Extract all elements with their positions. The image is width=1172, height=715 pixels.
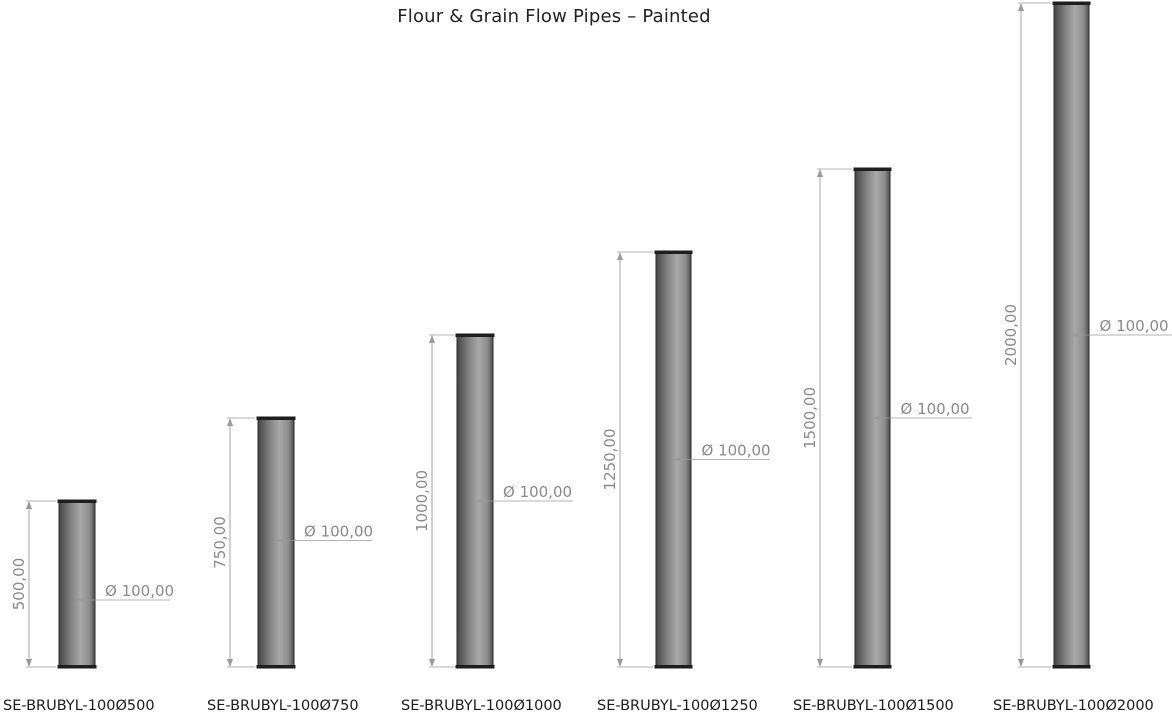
pipe-body <box>257 417 295 668</box>
dimension-arrow-bottom <box>429 659 435 667</box>
diameter-leader-arrow <box>276 538 284 543</box>
dimension-arrow-bottom <box>227 659 233 667</box>
length-dimension-label: 2000,00 <box>1002 304 1020 366</box>
pipe-group: 750,00 Ø 100,00 SE-BRUBYL-100Ø750 <box>207 416 373 714</box>
diameter-dimension-label: Ø 100,00 <box>304 523 373 541</box>
diameter-dimension-label: Ø 100,00 <box>702 442 771 460</box>
part-number-label: SE-BRUBYL-100Ø2000 <box>993 698 1154 714</box>
pipe-bottom-flange <box>654 665 693 669</box>
pipe-top-flange <box>654 250 693 254</box>
dimension-arrow-bottom <box>1018 659 1024 667</box>
length-dimension-label: 1500,00 <box>801 387 819 449</box>
diameter-dimension-label: Ø 100,00 <box>105 582 174 600</box>
pipe-top-flange <box>57 499 97 503</box>
part-number-label: SE-BRUBYL-100Ø500 <box>3 698 155 714</box>
pipe-group: 500,00 Ø 100,00 SE-BRUBYL-100Ø500 <box>3 499 174 714</box>
pipe-group: 1250,00 Ø 100,00 SE-BRUBYL-100Ø1250 <box>597 250 771 714</box>
pipe-top-flange <box>853 167 892 171</box>
pipe-top-flange <box>455 333 495 337</box>
dimension-arrow-top <box>429 335 435 343</box>
dimension-arrow-top <box>817 169 823 177</box>
pipe-bottom-flange <box>57 665 97 669</box>
pipe-bottom-flange <box>1052 665 1091 669</box>
part-number-label: SE-BRUBYL-100Ø1500 <box>793 698 954 714</box>
diameter-dimension-label: Ø 100,00 <box>1100 317 1169 335</box>
dimension-arrow-top <box>227 418 233 426</box>
length-dimension-label: 500,00 <box>10 558 28 611</box>
part-number-label: SE-BRUBYL-100Ø1250 <box>597 698 758 714</box>
diameter-leader-arrow <box>77 597 85 603</box>
length-dimension-label: 1000,00 <box>413 470 431 532</box>
length-dimension-label: 1250,00 <box>601 428 619 490</box>
dimension-arrow-bottom <box>617 659 623 667</box>
dimension-arrow-bottom <box>817 659 823 667</box>
part-number-label: SE-BRUBYL-100Ø1000 <box>401 698 562 714</box>
pipe-group: 2000,00 Ø 100,00 SE-BRUBYL-100Ø2000 <box>993 1 1172 714</box>
page-title: Flour & Grain Flow Pipes – Painted <box>397 6 711 27</box>
diameter-leader-arrow <box>475 498 483 504</box>
dimension-arrow-bottom <box>26 659 32 667</box>
pipe-top-flange <box>1052 1 1091 5</box>
pipe-body <box>58 500 96 668</box>
length-dimension-label: 750,00 <box>211 516 229 569</box>
pipe-bottom-flange <box>853 665 892 669</box>
dimension-arrow-top <box>26 501 32 509</box>
pipe-bottom-flange <box>455 665 495 669</box>
pipe-top-flange <box>256 416 296 420</box>
diameter-dimension-label: Ø 100,00 <box>503 483 572 501</box>
dimension-arrow-top <box>617 252 623 260</box>
diameter-leader-arrow <box>872 415 881 421</box>
pipe-group: 1000,00 Ø 100,00 SE-BRUBYL-100Ø1000 <box>401 333 573 714</box>
pipe-bottom-flange <box>256 665 296 669</box>
diameter-dimension-label: Ø 100,00 <box>901 400 970 418</box>
pipe-group: 1500,00 Ø 100,00 SE-BRUBYL-100Ø1500 <box>793 167 972 714</box>
part-number-label: SE-BRUBYL-100Ø750 <box>207 698 359 714</box>
diameter-leader-arrow <box>673 457 682 462</box>
diameter-leader-arrow <box>1071 332 1080 338</box>
dimension-arrow-top <box>1018 3 1024 11</box>
